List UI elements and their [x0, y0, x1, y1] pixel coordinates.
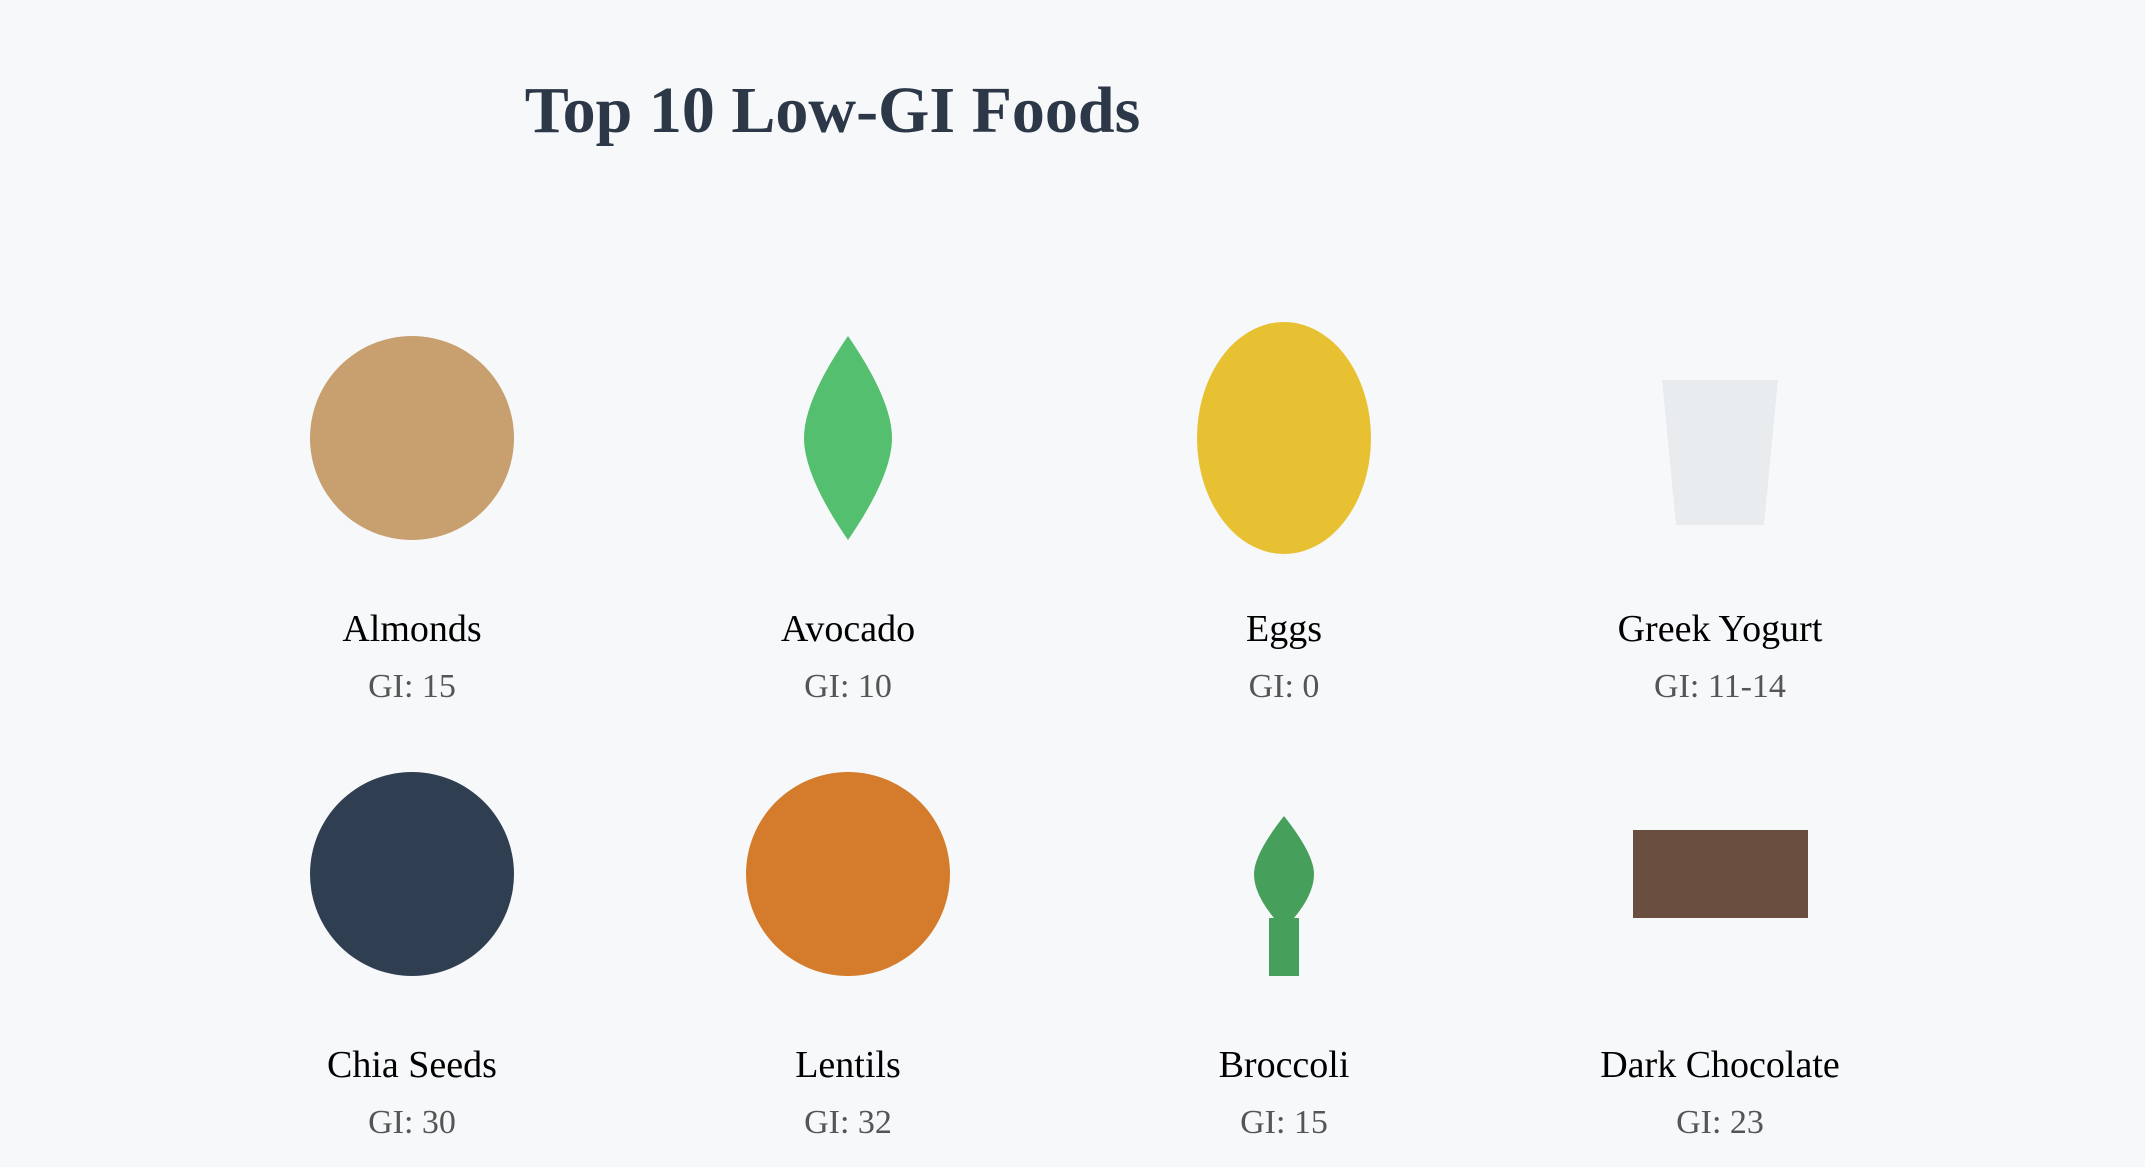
food-gi-value: GI: 11-14 — [1654, 668, 1786, 705]
food-card-broccoli: Broccoli GI: 15 — [1066, 736, 1502, 1156]
food-name: Broccoli — [1218, 1044, 1350, 1086]
food-card-almonds: Almonds GI: 15 — [194, 300, 630, 720]
food-name: Greek Yogurt — [1617, 608, 1823, 650]
food-gi-value: GI: 32 — [804, 1104, 892, 1141]
food-card-chia-seeds: Chia Seeds GI: 30 — [194, 736, 630, 1156]
food-card-dark-chocolate: Dark Chocolate GI: 23 — [1502, 736, 1938, 1156]
food-gi-value: GI: 0 — [1248, 668, 1320, 705]
page-title: Top 10 Low-GI Foods — [524, 74, 1141, 147]
food-gi-value: GI: 15 — [368, 668, 456, 705]
chocolate-bar-icon — [1633, 830, 1808, 918]
food-name: Lentils — [795, 1044, 901, 1086]
almond-icon — [310, 336, 514, 540]
lentil-icon — [746, 772, 950, 976]
egg-icon — [1197, 322, 1371, 554]
food-gi-value: GI: 23 — [1676, 1104, 1764, 1141]
food-name: Chia Seeds — [327, 1044, 497, 1086]
food-name: Dark Chocolate — [1600, 1044, 1840, 1086]
chia-seed-icon — [310, 772, 514, 976]
food-card-lentils: Lentils GI: 32 — [630, 736, 1066, 1156]
food-gi-value: GI: 10 — [804, 668, 892, 705]
yogurt-cup-icon — [1662, 380, 1778, 525]
food-name: Avocado — [780, 608, 916, 650]
food-gi-value: GI: 15 — [1240, 1104, 1328, 1141]
food-card-avocado: Avocado GI: 10 — [630, 300, 1066, 720]
food-card-greek-yogurt: Greek Yogurt GI: 11-14 — [1502, 300, 1938, 720]
avocado-icon — [804, 336, 892, 540]
food-gi-value: GI: 30 — [368, 1104, 456, 1141]
food-name: Almonds — [342, 608, 482, 650]
broccoli-icon — [1254, 816, 1314, 976]
food-card-eggs: Eggs GI: 0 — [1066, 300, 1502, 720]
food-name: Eggs — [1246, 608, 1322, 650]
